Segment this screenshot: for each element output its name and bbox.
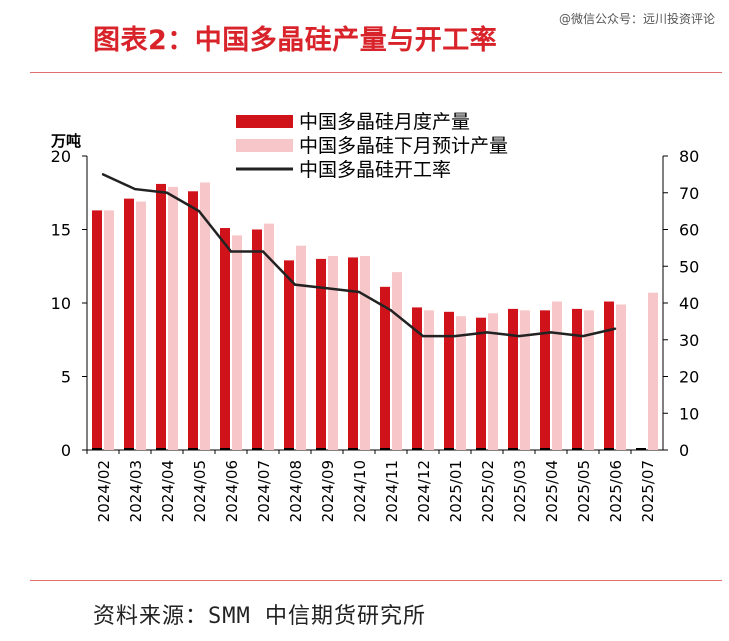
right-tick-label: 70 [679,184,699,203]
legend-swatch-monthly [236,115,293,128]
line-point [101,173,105,176]
right-tick-label: 10 [679,404,699,423]
x-tick-label: 2024/12 [415,460,433,522]
x-tick-label: 2024/11 [383,460,401,522]
bar-monthly-output [188,191,198,450]
line-point [165,191,169,194]
bar-monthly-output [348,257,358,450]
right-tick-label: 0 [679,441,689,460]
bar-monthly-output [444,311,454,450]
x-tick-label: 2025/01 [447,460,465,522]
legend-label-rate: 中国多晶硅开工率 [299,159,451,181]
line-point [485,331,489,334]
left-tick-label: 0 [61,441,71,460]
bar-forecast-output [456,316,466,450]
left-axis-unit: 万吨 [50,132,81,150]
line-point [421,334,425,338]
bar-forecast-output [296,245,306,450]
line-point [133,187,137,191]
line-point [389,309,393,312]
x-tick-label: 2025/05 [575,460,593,522]
right-tick-label: 40 [679,294,699,313]
line-point [549,331,553,334]
bar-forecast-output [264,223,274,450]
x-tick-label: 2024/02 [95,460,113,522]
x-tick-label: 2024/04 [159,460,177,522]
line-point [197,209,201,213]
bar-forecast-output [232,235,242,450]
legend-label-monthly: 中国多晶硅月度产量 [299,111,470,133]
bar-forecast-output [616,304,626,450]
line-point [517,334,521,338]
x-tick-label: 2025/06 [607,460,625,522]
legend-label-forecast: 中国多晶硅下月预计产量 [299,135,508,157]
bar-forecast-output [488,313,498,450]
x-tick-label: 2025/02 [479,460,497,522]
bar-forecast-output [584,310,594,450]
bar-forecast-output [360,255,370,450]
watermark: @微信公众号：远川投资评论 [558,12,715,26]
left-tick-label: 10 [51,294,71,313]
source-note: 资料来源：SMM 中信期货研究所 [93,604,426,629]
x-tick-label: 2024/10 [351,460,369,522]
bar-monthly-output [508,308,518,450]
x-tick-label: 2024/07 [255,460,273,522]
right-tick-label: 80 [679,147,699,166]
x-tick-label: 2024/08 [287,460,305,522]
x-tick-label: 2024/06 [223,460,241,522]
top-divider [30,72,722,73]
bar-forecast-output [648,292,658,450]
bar-forecast-output [200,182,210,450]
bottom-divider [30,580,722,581]
bar-monthly-output [156,183,166,450]
bar-monthly-output [124,198,134,450]
line-point [357,290,361,294]
left-tick-label: 20 [51,147,71,166]
bar-forecast-output [136,201,146,450]
bar-forecast-output [424,310,434,450]
bar-monthly-output [316,258,326,450]
x-tick-label: 2025/03 [511,460,529,522]
x-tick-label: 2024/03 [127,460,145,522]
line-point [261,250,265,253]
line-point [325,287,329,290]
bar-monthly-output [284,260,294,450]
bar-monthly-output [572,308,582,450]
bar-monthly-output [252,229,262,450]
bar-forecast-output [328,255,338,450]
bar-forecast-output [104,210,114,450]
right-tick-label: 30 [679,331,699,350]
bar-forecast-output [392,272,402,450]
chart-title: 图表2：中国多晶硅产量与开工率 [93,25,498,56]
x-tick-label: 2025/04 [543,460,561,522]
line-point [293,283,297,286]
line-point [613,327,617,330]
line-operating-rate [102,173,616,338]
bar-monthly-output [220,228,230,450]
bar-forecast-output [552,301,562,450]
bar-monthly-output [540,310,550,450]
left-tick-label: 5 [61,368,71,387]
line-point [229,250,233,253]
legend-swatch-forecast [236,139,293,152]
x-tick-label: 2024/05 [191,460,209,522]
x-tick-label: 2025/07 [639,460,657,522]
line-point [581,334,585,338]
bar-forecast-output [168,186,178,450]
line-point [453,334,457,338]
right-tick-label: 60 [679,221,699,240]
right-tick-label: 50 [679,257,699,276]
bar-forecast-output [520,310,530,450]
bar-monthly-output [412,307,422,450]
right-tick-label: 20 [679,368,699,387]
bar-monthly-output [380,286,390,450]
left-tick-label: 15 [51,221,71,240]
bar-monthly-output [92,210,102,450]
bar-monthly-output [604,301,614,450]
bar-monthly-output [476,317,486,450]
x-tick-label: 2024/09 [319,460,337,522]
